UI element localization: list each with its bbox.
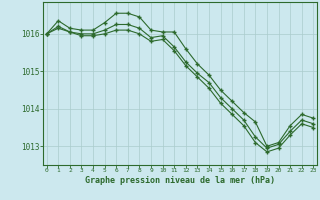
- X-axis label: Graphe pression niveau de la mer (hPa): Graphe pression niveau de la mer (hPa): [85, 176, 275, 185]
